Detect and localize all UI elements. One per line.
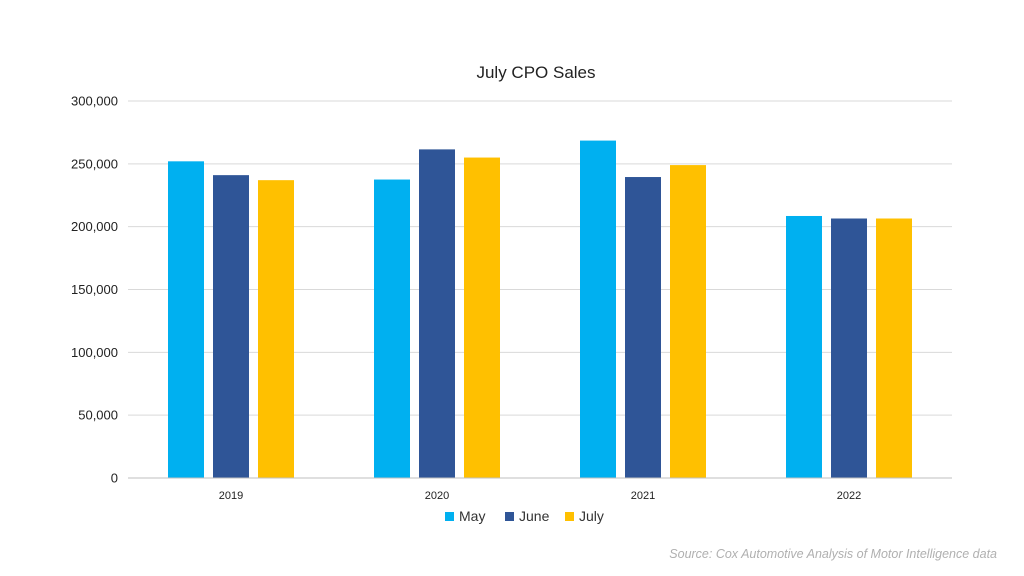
bar-june-2020 [419, 149, 455, 479]
y-tick-label: 250,000 [71, 156, 118, 171]
bar-july-2019 [258, 180, 294, 479]
legend-label-may: May [459, 508, 485, 524]
legend-label-july: July [579, 508, 604, 524]
bar-july-2022 [876, 218, 912, 478]
legend: May June July [445, 508, 604, 524]
bar-july-2021 [670, 165, 706, 478]
chart-title: July CPO Sales [476, 63, 595, 82]
y-tick-label: 0 [111, 471, 118, 486]
legend-label-june: June [519, 508, 550, 524]
bar-july-2020 [464, 157, 500, 479]
y-axis-tick-labels: 0 50,000 100,000 150,000 200,000 250,000 300,0… [71, 94, 118, 486]
x-tick-label: 2022 [837, 490, 861, 502]
y-tick-label: 150,000 [71, 282, 118, 297]
y-tick-label: 200,000 [71, 219, 118, 234]
bar-may-2019 [168, 161, 204, 478]
x-tick-label: 2019 [219, 490, 243, 502]
x-tick-label: 2021 [631, 490, 655, 502]
legend-swatch-july [565, 512, 574, 521]
x-axis-tick-labels: 2019 2020 2021 2022 [219, 490, 861, 502]
bar-may-2020 [374, 179, 410, 478]
legend-swatch-june [505, 512, 514, 521]
source-note: Source: Cox Automotive Analysis of Motor… [669, 547, 997, 561]
x-tick-label: 2020 [425, 490, 449, 502]
bars [168, 140, 912, 479]
y-tick-label: 300,000 [71, 94, 118, 109]
legend-swatch-may [445, 512, 454, 521]
gridlines [128, 100, 952, 416]
y-tick-label: 50,000 [78, 408, 118, 423]
bar-june-2022 [831, 218, 867, 478]
bar-june-2019 [213, 175, 249, 479]
y-tick-label: 100,000 [71, 345, 118, 360]
bar-june-2021 [625, 177, 661, 479]
bar-may-2022 [786, 215, 822, 479]
bar-may-2021 [580, 140, 616, 478]
